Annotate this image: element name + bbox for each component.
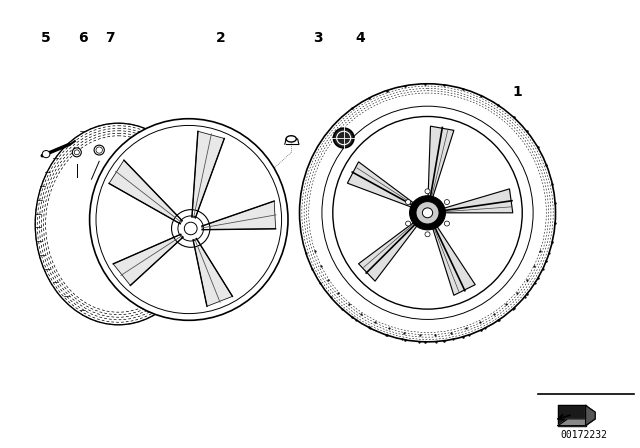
Ellipse shape [72, 148, 81, 157]
Ellipse shape [333, 116, 522, 309]
Text: 7: 7 [105, 31, 115, 45]
Ellipse shape [410, 196, 445, 230]
Polygon shape [558, 405, 586, 426]
Ellipse shape [184, 222, 197, 235]
Text: 6: 6 [78, 31, 88, 45]
Text: 3: 3 [313, 31, 323, 45]
Polygon shape [348, 162, 416, 208]
Text: 4: 4 [355, 31, 365, 45]
Ellipse shape [42, 151, 50, 158]
Ellipse shape [94, 145, 104, 155]
Ellipse shape [333, 128, 354, 148]
Ellipse shape [425, 232, 430, 237]
Text: 5: 5 [41, 31, 51, 45]
Polygon shape [113, 234, 183, 285]
Ellipse shape [406, 199, 411, 204]
Polygon shape [558, 419, 595, 426]
Ellipse shape [422, 208, 433, 218]
Polygon shape [428, 126, 454, 200]
Ellipse shape [322, 106, 533, 319]
Ellipse shape [96, 125, 282, 314]
Ellipse shape [444, 199, 449, 204]
Text: 00172232: 00172232 [560, 430, 607, 439]
Ellipse shape [416, 202, 439, 224]
Polygon shape [586, 405, 595, 426]
Ellipse shape [74, 150, 79, 155]
Polygon shape [441, 189, 513, 213]
Polygon shape [358, 221, 419, 281]
Text: 1: 1 [512, 85, 522, 99]
Ellipse shape [406, 221, 411, 226]
Polygon shape [192, 131, 224, 218]
Ellipse shape [90, 119, 288, 320]
Ellipse shape [425, 189, 430, 194]
Polygon shape [432, 224, 475, 295]
Polygon shape [202, 201, 276, 230]
Ellipse shape [300, 84, 556, 342]
Ellipse shape [178, 216, 204, 241]
Polygon shape [109, 160, 182, 224]
Text: 2: 2 [216, 31, 226, 45]
Ellipse shape [172, 210, 210, 247]
Polygon shape [193, 239, 232, 306]
Ellipse shape [96, 147, 102, 153]
Ellipse shape [444, 221, 449, 226]
Ellipse shape [286, 136, 296, 142]
